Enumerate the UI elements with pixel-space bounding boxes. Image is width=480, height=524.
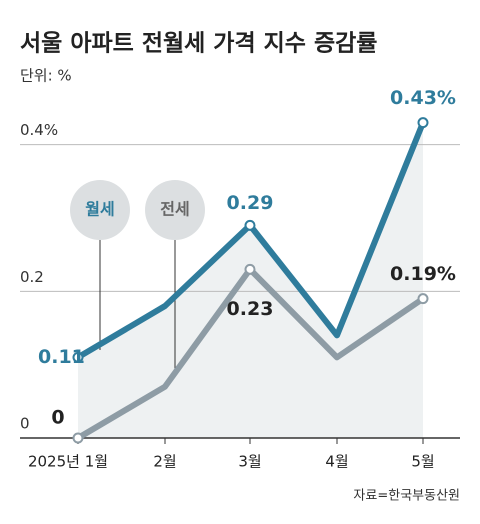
x-tick-label: 2월 [153, 453, 176, 471]
y-tick-label: 0.2 [20, 268, 44, 286]
x-tick-label: 2025년 1월 [28, 453, 108, 471]
source: 자료=한국부동산원 [353, 489, 460, 504]
legend-label: 월세 [85, 200, 114, 219]
point [72, 432, 84, 444]
point [72, 351, 84, 363]
data-label: 0.29 [227, 192, 274, 214]
x-tick-label: 4월 [325, 453, 348, 471]
x-tick-label: 3월 [238, 453, 261, 471]
data-label: 0.43% [390, 87, 456, 109]
x-tick-label: 5월 [411, 453, 434, 471]
y-tick-label: 0.4% [20, 121, 58, 139]
area-shade [78, 122, 423, 439]
legend-label: 전세 [160, 200, 189, 219]
point [244, 263, 256, 275]
data-label: 0.19% [390, 263, 456, 285]
point [417, 117, 429, 129]
chart-subtitle: 단위: % [20, 67, 72, 85]
chart-title: 서울 아파트 전월세 가격 지수 증감률 [20, 31, 377, 57]
point [244, 219, 256, 231]
y-tick-label: 0 [20, 415, 30, 433]
data-label: 0.23 [227, 298, 274, 320]
legend-bubble [70, 180, 130, 240]
data-label: 0.11 [38, 346, 85, 368]
data-label: 0 [51, 407, 64, 429]
legend-bubble [145, 180, 205, 240]
point [417, 293, 429, 305]
